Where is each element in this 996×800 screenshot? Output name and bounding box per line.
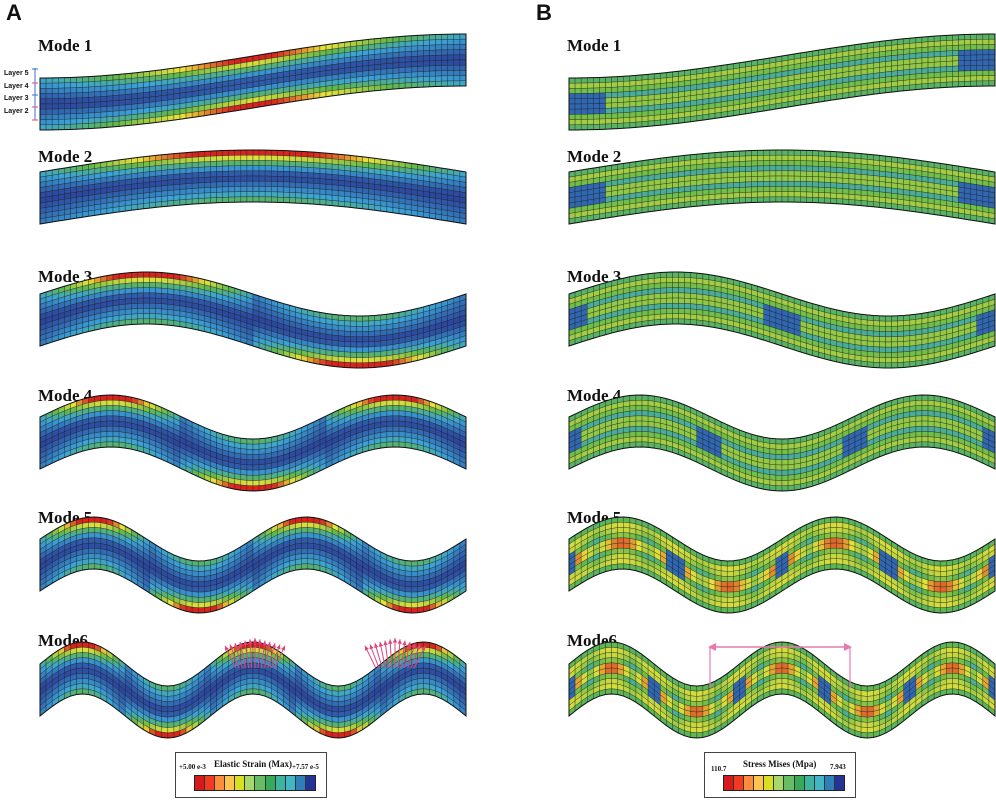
color-scale-swatch [814, 776, 825, 790]
stress-strip-mode-1 [568, 33, 996, 131]
layer-label-4: Layer 4 [4, 83, 29, 90]
load-arrow-icon [384, 640, 390, 669]
layer-bracket-icon [32, 68, 38, 121]
color-scale-swatch [235, 776, 246, 790]
load-arrow-icon [389, 639, 393, 669]
color-scale-swatch [245, 776, 256, 790]
strain-legend-max: +5.00 e-3 [179, 763, 206, 771]
stress-legend-min: 7.943 [830, 763, 846, 771]
strain-legend: Elastic Strain (Max) +5.00 e-3 +7.57 e-5 [175, 752, 327, 798]
color-scale-swatch [225, 776, 236, 790]
strain-strip-mode-4 [39, 394, 467, 492]
stress-color-scale [723, 775, 845, 791]
color-scale-swatch [275, 776, 286, 790]
color-scale-swatch [764, 776, 775, 790]
color-scale-swatch [754, 776, 765, 790]
color-scale-swatch [834, 776, 844, 790]
color-scale-swatch [295, 776, 306, 790]
load-arrow-icon [400, 640, 406, 669]
color-scale-swatch [285, 776, 296, 790]
wavelength-span-arrow-icon [708, 643, 852, 688]
stress-legend: Stress Mises (Mpa) 110.7 7.943 [704, 752, 856, 798]
color-scale-swatch [824, 776, 835, 790]
color-scale-swatch [195, 776, 206, 790]
stress-strip-mode-2 [568, 149, 996, 225]
panel-letter-a: A [6, 0, 22, 25]
load-arrow-icon [244, 640, 250, 669]
load-arrow-icons [224, 638, 426, 669]
load-arrow-icon [397, 639, 401, 669]
color-scale-swatch [794, 776, 805, 790]
mode-label-a-2: Mode 2 [38, 147, 93, 166]
layer-label-3: Layer 3 [4, 95, 29, 102]
color-scale-swatch [724, 776, 735, 790]
color-scale-swatch [734, 776, 745, 790]
strain-strip-mode-5 [39, 516, 467, 614]
strain-strip-mode-1 [39, 33, 467, 131]
stress-legend-title: Stress Mises (Mpa) [743, 759, 817, 769]
strain-legend-title: Elastic Strain (Max) [214, 759, 292, 769]
mode-label-a-3: Mode 3 [38, 267, 93, 286]
mode-label-b-2: Mode 2 [567, 147, 622, 166]
color-scale-swatch [215, 776, 226, 790]
color-scale-swatch [265, 776, 276, 790]
color-scale-swatch [774, 776, 785, 790]
strain-legend-min: +7.57 e-5 [292, 763, 319, 771]
mode-label-a-1: Mode 1 [38, 36, 93, 55]
stress-strip-mode-3 [568, 271, 996, 369]
layer-label-5: Layer 5 [4, 70, 29, 77]
strain-color-scale [194, 775, 316, 791]
strain-strip-mode-2 [39, 149, 467, 225]
load-arrow-icon [249, 639, 253, 669]
color-scale-swatch [205, 776, 216, 790]
mode-label-b-3: Mode 3 [567, 267, 622, 286]
stress-strip-mode-5 [568, 516, 996, 614]
stress-strip-mode-4 [568, 394, 996, 492]
color-scale-swatch [784, 776, 795, 790]
load-arrow-icon [257, 639, 261, 669]
color-scale-swatch [804, 776, 815, 790]
panel-letter-b: B [536, 0, 552, 25]
strain-strip-mode-3 [39, 271, 467, 369]
mode-label-b-1: Mode 1 [567, 36, 622, 55]
color-scale-swatch [305, 776, 315, 790]
strain-strip-mode-6 [39, 641, 467, 739]
color-scale-swatch [744, 776, 755, 790]
color-scale-swatch [255, 776, 266, 790]
stress-legend-max: 110.7 [711, 765, 727, 773]
layer-label-2: Layer 2 [4, 108, 29, 115]
stress-strip-mode-6 [568, 641, 996, 739]
load-arrow-icon [260, 640, 266, 669]
